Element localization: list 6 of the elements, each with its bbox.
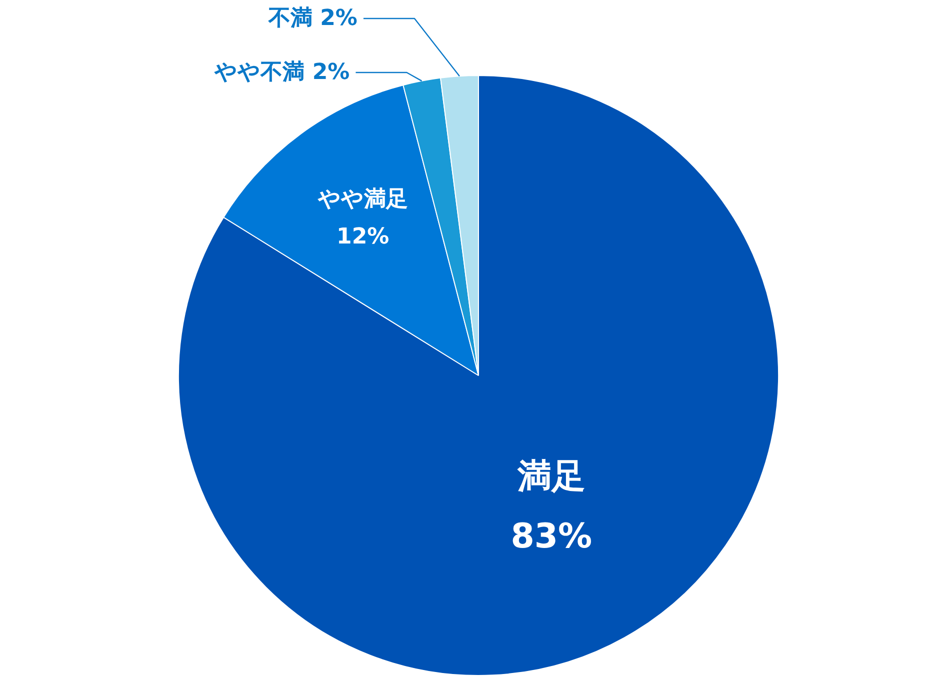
data-label: 12% <box>336 224 390 250</box>
slice-label: 満足 <box>516 456 586 497</box>
slice-label: 不満 2% <box>267 6 358 31</box>
data-label: 83% <box>510 516 592 557</box>
slice-label: やや不満 2% <box>214 60 350 85</box>
slice-label: やや満足 <box>316 187 408 212</box>
